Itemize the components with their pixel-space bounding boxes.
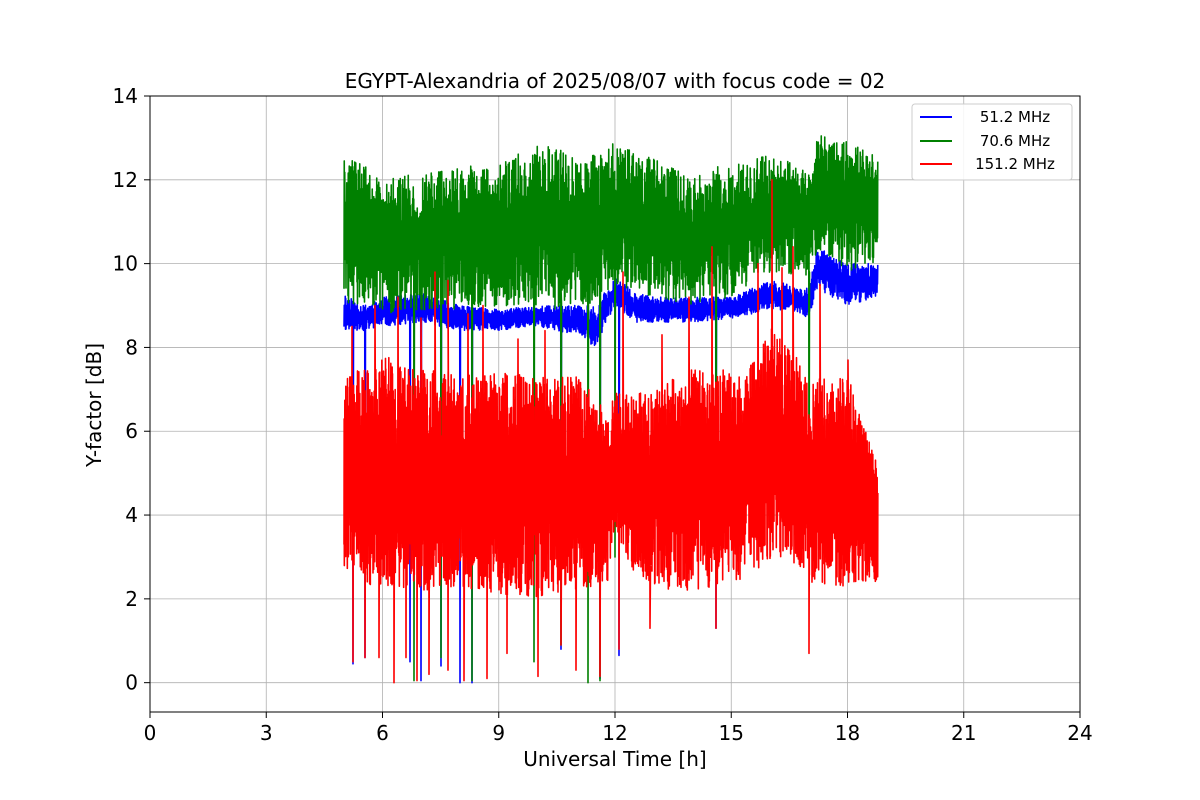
chart-title: EGYPT-Alexandria of 2025/08/07 with focu… — [345, 69, 886, 93]
series-trace — [343, 179, 879, 684]
y-tick-label: 12 — [113, 168, 138, 192]
y-tick-label: 0 — [125, 671, 138, 695]
legend-label-70-6-mhz: 70.6 MHz — [980, 132, 1050, 150]
x-tick-label: 24 — [1067, 721, 1092, 745]
legend: 51.2 MHz 70.6 MHz 151.2 MHz — [911, 103, 1073, 181]
series-trace — [343, 135, 879, 684]
x-tick-label: 18 — [835, 721, 860, 745]
x-axis-label: Universal Time [h] — [523, 747, 706, 771]
x-tick-label: 12 — [602, 721, 627, 745]
y-tick-label: 14 — [113, 84, 138, 108]
series-70-6-mhz — [343, 135, 879, 684]
legend-box — [911, 103, 1073, 181]
legend-label-151-2-mhz: 151.2 MHz — [975, 155, 1055, 173]
x-tick-label: 3 — [260, 721, 273, 745]
series-layer — [343, 135, 879, 684]
y-tick-label: 8 — [125, 335, 138, 359]
series-151-2-mhz — [343, 179, 879, 684]
y-axis-label: Y-factor [dB] — [82, 343, 106, 468]
x-tick-label: 0 — [144, 721, 157, 745]
x-tick-label: 9 — [492, 721, 505, 745]
x-tick-label: 15 — [719, 721, 744, 745]
y-tick-label: 10 — [113, 252, 138, 276]
series-51-2-mhz — [343, 249, 879, 684]
y-tick-label: 6 — [125, 419, 138, 443]
x-tick-label: 6 — [376, 721, 389, 745]
legend-label-51-2-mhz: 51.2 MHz — [980, 108, 1050, 126]
series-trace — [343, 249, 879, 684]
x-tick-label: 21 — [951, 721, 976, 745]
y-tick-label: 2 — [125, 587, 138, 611]
y-tick-label: 4 — [125, 503, 138, 527]
